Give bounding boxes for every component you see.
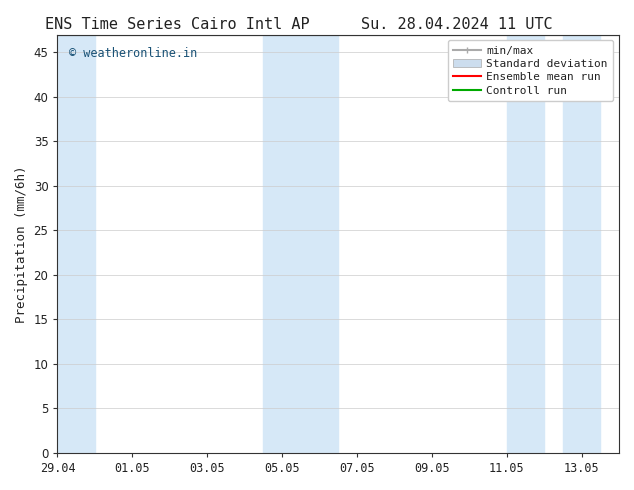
Y-axis label: Precipitation (mm/6h): Precipitation (mm/6h) bbox=[15, 165, 28, 322]
Bar bbox=[263, 35, 338, 453]
Bar bbox=[563, 35, 600, 453]
Bar bbox=[58, 35, 95, 453]
Text: ENS Time Series Cairo Intl AP: ENS Time Series Cairo Intl AP bbox=[45, 17, 310, 32]
Text: Su. 28.04.2024 11 UTC: Su. 28.04.2024 11 UTC bbox=[361, 17, 552, 32]
Bar bbox=[507, 35, 544, 453]
Legend: min/max, Standard deviation, Ensemble mean run, Controll run: min/max, Standard deviation, Ensemble me… bbox=[448, 40, 614, 101]
Text: © weatheronline.in: © weatheronline.in bbox=[68, 47, 197, 60]
